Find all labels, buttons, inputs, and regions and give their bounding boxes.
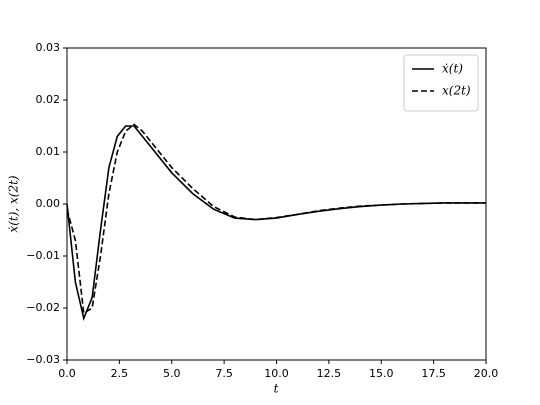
x-tick-label: 15.0 [369,367,394,380]
legend-label: ẋ(t) [442,62,463,76]
x-axis-label: t [274,382,279,396]
data-line [66,125,486,322]
y-tick-label: 0.02 [36,93,61,106]
y-tick-label: −0.01 [26,249,60,262]
y-axis-label: ẋ(t), x(2t) [7,175,21,232]
data-line [66,123,486,315]
x-tick-label: 10.0 [264,367,289,380]
x-tick-label: 7.5 [215,367,233,380]
y-tick-label: 0.01 [36,145,61,158]
x-tick-label: 0.0 [58,367,76,380]
plot-frame [66,47,487,361]
x-tick-label: 2.5 [111,367,129,380]
x-tick-label: 17.5 [421,367,446,380]
y-tick-label: 0.03 [36,41,61,54]
x-tick-label: 5.0 [163,367,181,380]
x-tick-label: 12.5 [317,367,342,380]
y-tick-label: −0.02 [26,301,60,314]
legend-label: x(2t) [442,84,471,98]
y-tick-label: 0.00 [36,197,61,210]
x-tick-label: 20.0 [474,367,499,380]
y-tick-label: −0.03 [26,353,60,366]
